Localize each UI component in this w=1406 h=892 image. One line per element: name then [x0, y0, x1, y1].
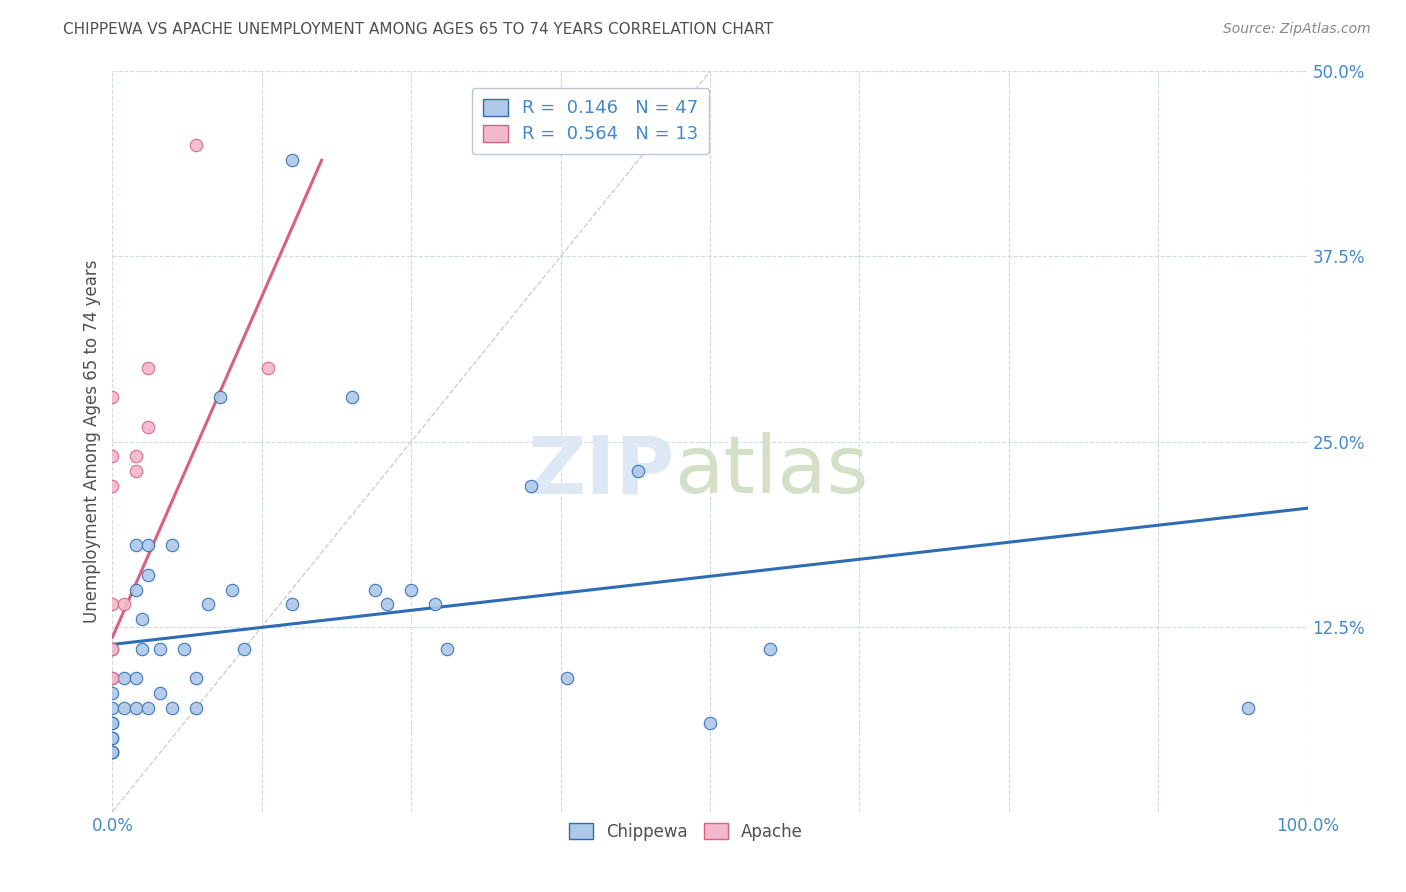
Point — [101, 701, 124, 715]
Point — [101, 672, 124, 686]
Point — [138, 701, 160, 715]
Text: atlas: atlas — [675, 432, 869, 510]
Point — [173, 641, 195, 656]
Point — [101, 479, 124, 493]
Point — [162, 538, 183, 552]
Point — [101, 390, 124, 404]
Point — [101, 450, 124, 464]
Point — [131, 612, 153, 626]
Point — [138, 419, 160, 434]
Point — [555, 672, 578, 686]
Point — [340, 390, 363, 404]
Point — [125, 582, 148, 597]
Text: CHIPPEWA VS APACHE UNEMPLOYMENT AMONG AGES 65 TO 74 YEARS CORRELATION CHART: CHIPPEWA VS APACHE UNEMPLOYMENT AMONG AG… — [63, 22, 773, 37]
Point — [101, 598, 124, 612]
Point — [101, 731, 124, 745]
Point — [257, 360, 280, 375]
Point — [125, 464, 148, 478]
Point — [401, 582, 423, 597]
Point — [138, 567, 160, 582]
Point — [101, 746, 124, 760]
Legend: Chippewa, Apache: Chippewa, Apache — [562, 816, 810, 847]
Point — [114, 672, 135, 686]
Point — [186, 672, 208, 686]
Point — [101, 715, 124, 730]
Point — [221, 582, 243, 597]
Point — [138, 360, 160, 375]
Point — [377, 598, 399, 612]
Point — [125, 538, 148, 552]
Point — [1237, 701, 1260, 715]
Point — [520, 479, 543, 493]
Point — [186, 138, 208, 153]
Point — [101, 672, 124, 686]
Point — [425, 598, 447, 612]
Point — [125, 701, 148, 715]
Point — [101, 641, 124, 656]
Point — [699, 715, 721, 730]
Text: Source: ZipAtlas.com: Source: ZipAtlas.com — [1223, 22, 1371, 37]
Point — [364, 582, 387, 597]
Point — [281, 153, 304, 168]
Point — [149, 686, 172, 700]
Point — [101, 731, 124, 745]
Point — [162, 701, 183, 715]
Point — [101, 746, 124, 760]
Point — [186, 701, 208, 715]
Point — [281, 598, 304, 612]
Point — [759, 641, 782, 656]
Point — [101, 746, 124, 760]
Point — [627, 464, 650, 478]
Point — [114, 701, 135, 715]
Point — [436, 641, 458, 656]
Y-axis label: Unemployment Among Ages 65 to 74 years: Unemployment Among Ages 65 to 74 years — [83, 260, 101, 624]
Point — [233, 641, 256, 656]
Point — [101, 715, 124, 730]
Point — [125, 672, 148, 686]
Text: ZIP: ZIP — [527, 432, 675, 510]
Point — [149, 641, 172, 656]
Point — [101, 641, 124, 656]
Point — [197, 598, 219, 612]
Point — [101, 686, 124, 700]
Point — [125, 450, 148, 464]
Point — [138, 538, 160, 552]
Point — [114, 598, 135, 612]
Point — [209, 390, 232, 404]
Point — [131, 641, 153, 656]
